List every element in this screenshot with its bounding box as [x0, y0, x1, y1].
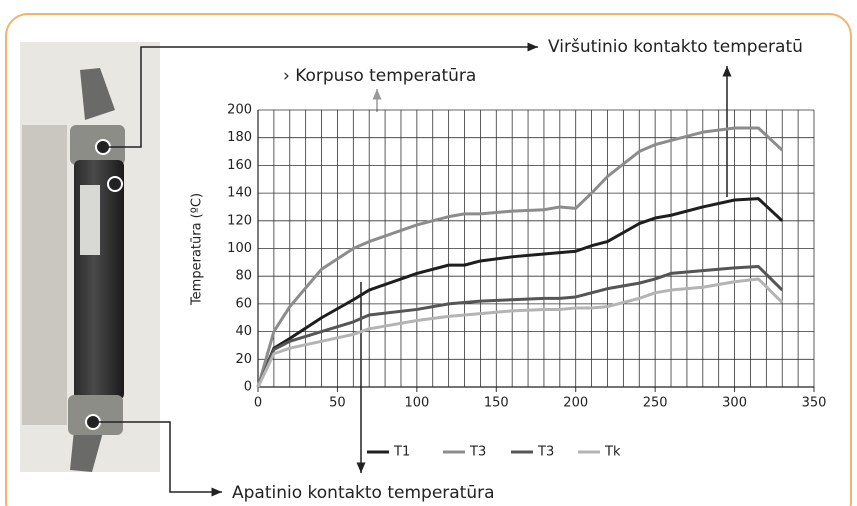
annotation: Apatinio kontakto temperatūra [232, 483, 495, 503]
x-tick-label: 350 [802, 396, 827, 411]
x-tick-label: 100 [404, 396, 429, 411]
y-tick-label: 0 [244, 380, 252, 395]
legend-label: T3 [469, 445, 486, 460]
x-tick-label: 150 [484, 396, 509, 411]
series-line [258, 267, 782, 387]
legend-label: Tk [604, 445, 621, 460]
y-tick-label: 180 [227, 130, 252, 145]
x-tick-label: 0 [254, 396, 262, 411]
series-line [258, 279, 782, 387]
y-tick-label: 140 [227, 186, 252, 201]
y-tick-label: 60 [235, 296, 252, 311]
photo [20, 42, 160, 472]
y-axis-label: Temperatūra (ºC) [190, 193, 205, 306]
x-tick-label: 250 [643, 396, 668, 411]
annotation: Viršutinio kontakto temperatū [548, 37, 803, 57]
annotation: › Korpuso temperatūra [283, 66, 476, 86]
x-tick-label: 200 [563, 396, 588, 411]
y-tick-label: 160 [227, 158, 252, 173]
series-line [258, 199, 782, 387]
y-tick-label: 120 [227, 213, 252, 228]
x-tick-label: 50 [329, 396, 346, 411]
y-tick-label: 80 [235, 269, 252, 284]
connector [103, 47, 538, 147]
x-tick-label: 300 [722, 396, 747, 411]
y-tick-label: 200 [227, 103, 252, 118]
y-tick-label: 100 [227, 241, 252, 256]
legend-label: T1 [393, 445, 410, 460]
y-tick-label: 20 [235, 352, 252, 367]
legend-label: T3 [537, 445, 554, 460]
page: Viršutinio kontakto temperatū › Korpuso … [0, 0, 857, 506]
y-tick-label: 40 [235, 324, 252, 339]
